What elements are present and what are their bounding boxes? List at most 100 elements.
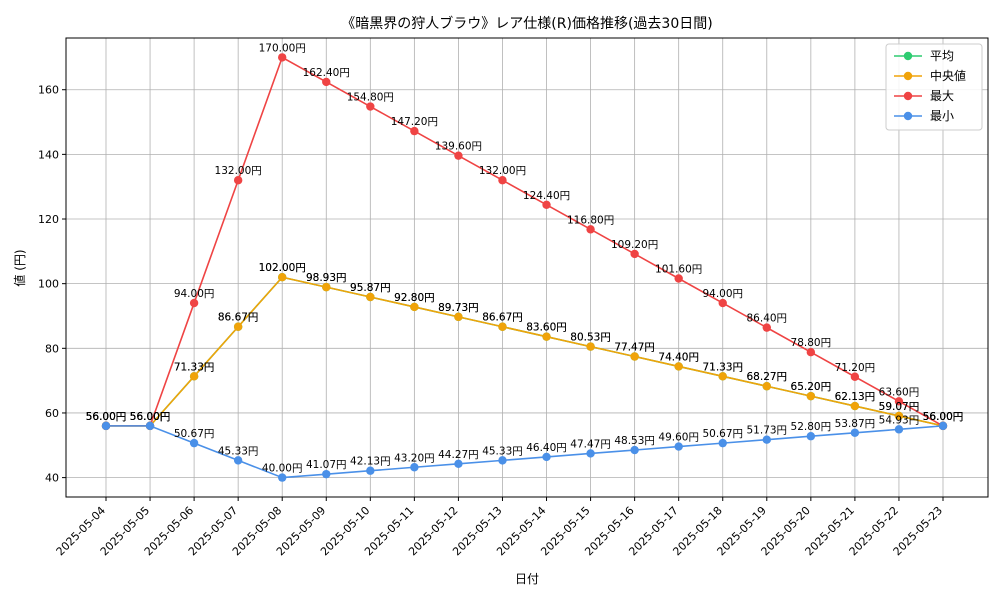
plot-frame xyxy=(65,37,989,498)
data-point xyxy=(850,401,860,411)
legend-label: 最小 xyxy=(930,109,954,123)
data-point xyxy=(233,322,243,331)
data-point xyxy=(322,469,331,479)
data-label-layer: 56.00円 56.00円71.33円86.67円102.00円98.93円95.… xyxy=(86,42,964,474)
data-label: 56.00円 xyxy=(923,411,964,423)
data-label: 59.07円 xyxy=(879,401,920,413)
data-point xyxy=(894,397,904,406)
legend-label: 最大 xyxy=(930,89,954,103)
data-label: 56.00円 xyxy=(86,411,127,423)
data-point xyxy=(674,362,683,371)
data-point xyxy=(762,435,771,444)
data-label: 43.20円 xyxy=(394,452,435,464)
data-label: 50.67円 xyxy=(174,428,215,440)
data-point xyxy=(762,323,771,332)
data-label: 47.47円 xyxy=(570,438,611,450)
data-point xyxy=(101,421,111,431)
data-label: 56.00円 xyxy=(130,411,171,423)
data-label: 41.07円 xyxy=(306,459,347,471)
data-label: 95.87円 xyxy=(350,282,391,294)
data-label: 86.67円 xyxy=(482,312,523,324)
data-point xyxy=(410,302,419,312)
y-tick-label: 60 xyxy=(45,407,59,420)
legend-label: 中央値 xyxy=(930,68,966,83)
data-label: 116.80円 xyxy=(567,214,614,226)
legend-marker xyxy=(903,111,913,121)
data-label: 71.20円 xyxy=(835,362,876,374)
data-point xyxy=(189,372,199,381)
data-point xyxy=(454,459,463,469)
data-label: 80.53円 xyxy=(570,332,611,344)
data-point xyxy=(630,249,639,259)
data-point xyxy=(894,425,904,434)
data-label: 50.67円 xyxy=(702,428,743,440)
y-tick-label: 100 xyxy=(38,278,59,291)
data-label: 94.00円 xyxy=(174,288,215,300)
data-label: 51.73円 xyxy=(747,425,788,437)
data-label: 45.33円 xyxy=(482,445,523,457)
data-point xyxy=(630,352,639,361)
data-point xyxy=(718,372,727,381)
data-label: 170.00円 xyxy=(259,42,306,54)
data-label: 139.60円 xyxy=(435,141,482,153)
data-label: 65.20円 xyxy=(791,381,832,393)
data-point xyxy=(366,292,375,302)
data-label: 56.00円 xyxy=(130,411,171,423)
data-label: 49.60円 xyxy=(658,432,699,444)
data-label: 77.47円 xyxy=(614,341,655,353)
data-label: 132.00円 xyxy=(215,165,262,177)
data-point xyxy=(542,452,551,462)
data-label: 63.60円 xyxy=(879,386,920,398)
grid-layer xyxy=(66,38,988,497)
data-label: 52.80円 xyxy=(791,421,832,433)
data-label: 48.53円 xyxy=(614,435,655,447)
data-point xyxy=(366,466,375,475)
data-label: 102.00円 xyxy=(259,262,306,274)
data-label: 62.13円 xyxy=(835,391,876,403)
data-point xyxy=(630,445,639,455)
data-point xyxy=(850,428,860,437)
x-tick-layer: 2025-05-042025-05-052025-05-062025-05-07… xyxy=(54,497,945,558)
data-point xyxy=(278,272,287,282)
data-point xyxy=(806,347,816,357)
series-line xyxy=(106,276,944,427)
y-tick-label: 160 xyxy=(38,84,59,97)
data-label: 83.60円 xyxy=(526,322,567,334)
data-label: 56.00円 xyxy=(86,411,127,423)
data-label: 54.93円 xyxy=(879,414,920,426)
data-point xyxy=(145,421,155,431)
data-label: 94.00円 xyxy=(702,288,743,300)
data-label: 42.13円 xyxy=(350,456,391,468)
y-tick-label: 40 xyxy=(45,472,59,485)
data-label: 71.33円 xyxy=(174,361,215,373)
data-label: 62.13円 xyxy=(835,391,876,403)
data-label: 71.33円 xyxy=(702,361,743,373)
data-point xyxy=(410,126,419,136)
data-point xyxy=(498,456,507,465)
data-label: 162.40円 xyxy=(303,67,350,79)
data-label: 83.60円 xyxy=(526,322,567,334)
data-point xyxy=(806,432,816,441)
series-line xyxy=(106,276,944,427)
data-label: 74.40円 xyxy=(658,351,699,363)
series-line xyxy=(106,425,944,479)
data-point xyxy=(322,282,331,292)
data-label: 89.73円 xyxy=(438,302,479,314)
legend-label: 平均 xyxy=(930,49,954,63)
data-point xyxy=(233,456,243,465)
data-label: 68.27円 xyxy=(747,371,788,383)
data-label: 86.67円 xyxy=(218,312,259,324)
y-tick-layer: 40 60 80 100 120 140 160 xyxy=(38,84,66,485)
data-label: 56.00円 xyxy=(86,411,127,423)
data-label: 89.73円 xyxy=(438,302,479,314)
data-label: 53.87円 xyxy=(835,418,876,430)
data-label: 46.40円 xyxy=(526,442,567,454)
data-label: 132.00円 xyxy=(479,165,526,177)
data-point xyxy=(674,442,683,451)
data-label: 56.00円 xyxy=(86,411,127,423)
y-axis-label: 値 (円) xyxy=(12,249,27,286)
data-point xyxy=(454,151,463,160)
data-label: 56.00円 xyxy=(130,411,171,423)
data-label: 56.00円 xyxy=(923,411,964,423)
